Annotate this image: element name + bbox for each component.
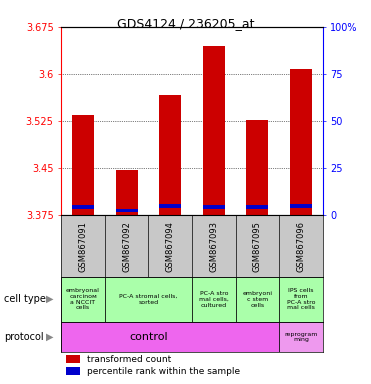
Bar bbox=[72, 205, 94, 209]
Text: GSM867096: GSM867096 bbox=[296, 221, 305, 271]
Text: transformed count: transformed count bbox=[88, 354, 172, 364]
Text: embryonal
carcinoм
a NCCIT
cells: embryonal carcinoм a NCCIT cells bbox=[66, 288, 100, 310]
Bar bbox=[66, 367, 79, 375]
Text: reprogram
ming: reprogram ming bbox=[284, 331, 318, 342]
Bar bbox=[246, 205, 268, 209]
Text: ▶: ▶ bbox=[46, 294, 54, 304]
Text: GSM867092: GSM867092 bbox=[122, 221, 131, 271]
Text: percentile rank within the sample: percentile rank within the sample bbox=[88, 367, 240, 376]
Bar bbox=[159, 204, 181, 208]
Text: protocol: protocol bbox=[4, 332, 43, 342]
Bar bbox=[192, 277, 236, 321]
Bar bbox=[159, 95, 181, 215]
Bar bbox=[116, 170, 138, 215]
Text: GDS4124 / 236205_at: GDS4124 / 236205_at bbox=[117, 17, 254, 30]
Bar bbox=[246, 120, 268, 215]
Text: embryoni
c stem
cells: embryoni c stem cells bbox=[242, 291, 272, 308]
Bar bbox=[279, 321, 323, 353]
Text: GSM867095: GSM867095 bbox=[253, 221, 262, 271]
Bar bbox=[290, 69, 312, 215]
Text: GSM867094: GSM867094 bbox=[166, 221, 175, 271]
Text: ▶: ▶ bbox=[46, 332, 54, 342]
Bar bbox=[116, 209, 138, 212]
Bar bbox=[203, 46, 225, 215]
Bar bbox=[61, 321, 279, 353]
Bar bbox=[290, 204, 312, 208]
Text: GSM867091: GSM867091 bbox=[79, 221, 88, 271]
Bar bbox=[61, 277, 105, 321]
Bar bbox=[72, 115, 94, 215]
Text: PC-A stromal cells,
sorted: PC-A stromal cells, sorted bbox=[119, 294, 178, 305]
Text: cell type: cell type bbox=[4, 294, 46, 304]
Text: control: control bbox=[129, 332, 168, 342]
Bar bbox=[279, 277, 323, 321]
Bar bbox=[203, 205, 225, 209]
Bar bbox=[105, 277, 192, 321]
Text: GSM867093: GSM867093 bbox=[209, 221, 218, 271]
Text: IPS cells
from
PC-A stro
mal cells: IPS cells from PC-A stro mal cells bbox=[287, 288, 315, 310]
Bar bbox=[236, 277, 279, 321]
Bar bbox=[66, 355, 79, 363]
Text: PC-A stro
mal cells,
cultured: PC-A stro mal cells, cultured bbox=[199, 291, 229, 308]
